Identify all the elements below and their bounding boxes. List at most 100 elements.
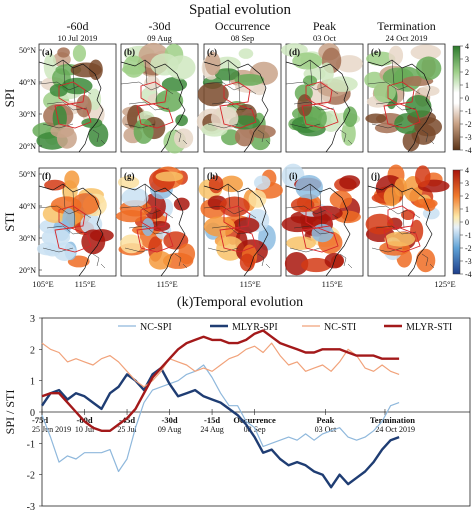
region-outline-mlyr [219, 227, 257, 253]
map-shade-cell [155, 89, 184, 113]
map-shade-cell [173, 197, 190, 211]
map-shade-cell [214, 68, 240, 81]
x-tick-date: 08 Sep [244, 425, 266, 434]
x-tick-date: 10 Jul [75, 425, 95, 434]
map-panel: (h) [198, 167, 283, 277]
column-label: Termination [377, 19, 435, 33]
column-date: 24 Oct 2019 [385, 33, 427, 43]
map-shade-cell [148, 250, 172, 270]
island-outline [339, 253, 353, 269]
map-shade-cell [88, 122, 109, 147]
lon-tick-label: 115°E [157, 279, 178, 289]
region-outline-nc [58, 205, 86, 229]
map-shade-cell [339, 175, 361, 190]
x-tick-date: 25 Jun 2019 [32, 425, 71, 434]
island-outline [257, 253, 271, 269]
colorbar-tick-label: -3 [465, 133, 472, 142]
lat-tick-label: 30°N [19, 110, 36, 119]
map-panel: (a) [32, 43, 117, 153]
map-shade-cell [286, 236, 316, 250]
colorbar-tick-label: 0 [465, 94, 469, 103]
row-labels: SPI STI [2, 89, 17, 232]
x-tick-date: 03 Oct [315, 425, 337, 434]
map-panel: (g) [115, 166, 199, 277]
x-tick-label: Termination [370, 415, 415, 425]
map-shade-cell [64, 170, 80, 189]
x-tick-date: 24 Oct 2019 [375, 425, 415, 434]
panel-letter: (d) [289, 47, 300, 57]
island-outline [92, 253, 106, 269]
region-outline-nc [305, 81, 333, 105]
map-shading [280, 43, 363, 146]
region-outline-mlyr [54, 103, 92, 129]
map-panel: (e) [364, 43, 446, 153]
colorbar-tick-label: 2 [465, 192, 469, 201]
region-outline-nc [387, 81, 415, 105]
colorbar-tick-label: 4 [465, 166, 469, 175]
region-outline-nc [387, 205, 415, 229]
map-shade-cell [89, 229, 114, 242]
latitude-ticks: 50°N 40°N 30°N 20°N 50°N 40°N 30°N 20°N [19, 46, 42, 275]
region-outline-mlyr [383, 103, 421, 129]
column-date: 03 Oct [313, 33, 337, 43]
map-shade-cell [365, 213, 394, 235]
map-shade-cell [238, 48, 254, 59]
column-label: -60d [67, 19, 89, 33]
map-shade-cell [81, 117, 103, 128]
map-shade-cell [80, 214, 103, 235]
map-shading [364, 44, 443, 152]
region-outline-mlyr [383, 227, 421, 253]
colorbar-sti [452, 169, 461, 275]
map-shade-cell [383, 187, 400, 207]
map-shade-cell [178, 243, 196, 265]
x-tick-label: Occurrence [233, 415, 276, 425]
colorbar-spi [452, 45, 461, 151]
province-boundaries [38, 59, 92, 129]
lat-tick-label: 40°N [19, 202, 36, 211]
legend-label: MLYR-STI [406, 322, 452, 333]
panel-letter: (h) [207, 171, 218, 181]
y-tick-label: -3 [27, 502, 35, 513]
panel-letter: (a) [42, 47, 53, 57]
map-shade-cell [141, 218, 154, 236]
map-shade-cell [117, 175, 140, 189]
map-shade-cell [281, 216, 314, 233]
legend-label: NC-STI [324, 322, 356, 333]
region-outline-mlyr [301, 227, 339, 253]
x-tick-label: Peak [316, 415, 334, 425]
map-shade-cell [133, 118, 154, 144]
region-outline-nc [305, 205, 333, 229]
column-label: Peak [313, 19, 336, 33]
lat-tick-label: 20°N [19, 142, 36, 151]
x-tick-label: -30d [162, 415, 178, 425]
y-axis-label: SPI / STI [3, 390, 17, 435]
map-panel: (b) [120, 42, 199, 154]
map-shade-cell [327, 76, 358, 92]
map-shading [281, 163, 361, 276]
map-shade-cell [204, 51, 221, 76]
map-shade-cell [44, 179, 66, 191]
island-outline [421, 129, 435, 145]
map-panel: (d) [280, 43, 364, 153]
panel-letter: (c) [207, 47, 217, 57]
series-line-mlyr-sti [41, 329, 400, 432]
map-shade-cell [166, 55, 196, 80]
map-shade-cell [329, 190, 353, 209]
y-tick-label: 3 [30, 314, 35, 325]
island-outline [174, 129, 188, 145]
island-outline [174, 253, 188, 269]
colorbar-tick-label: -3 [465, 257, 472, 266]
lon-tick-label: 115°E [240, 279, 261, 289]
y-tick-label: 0 [30, 408, 35, 419]
series-line-nc-spi [41, 364, 400, 473]
map-shade-cell [220, 175, 244, 193]
map-shade-cell [248, 189, 267, 208]
map-shade-cell [384, 231, 416, 247]
map-panel: (j) [365, 164, 450, 277]
x-tick-date: 24 Aug [200, 425, 223, 434]
colorbar-tick-label: -1 [465, 231, 472, 240]
colorbar-ticks: 4 3 2 1 0 -1 -2 -3 -4 4 3 2 1 0 -1 -2 -3 -4 [460, 42, 472, 279]
